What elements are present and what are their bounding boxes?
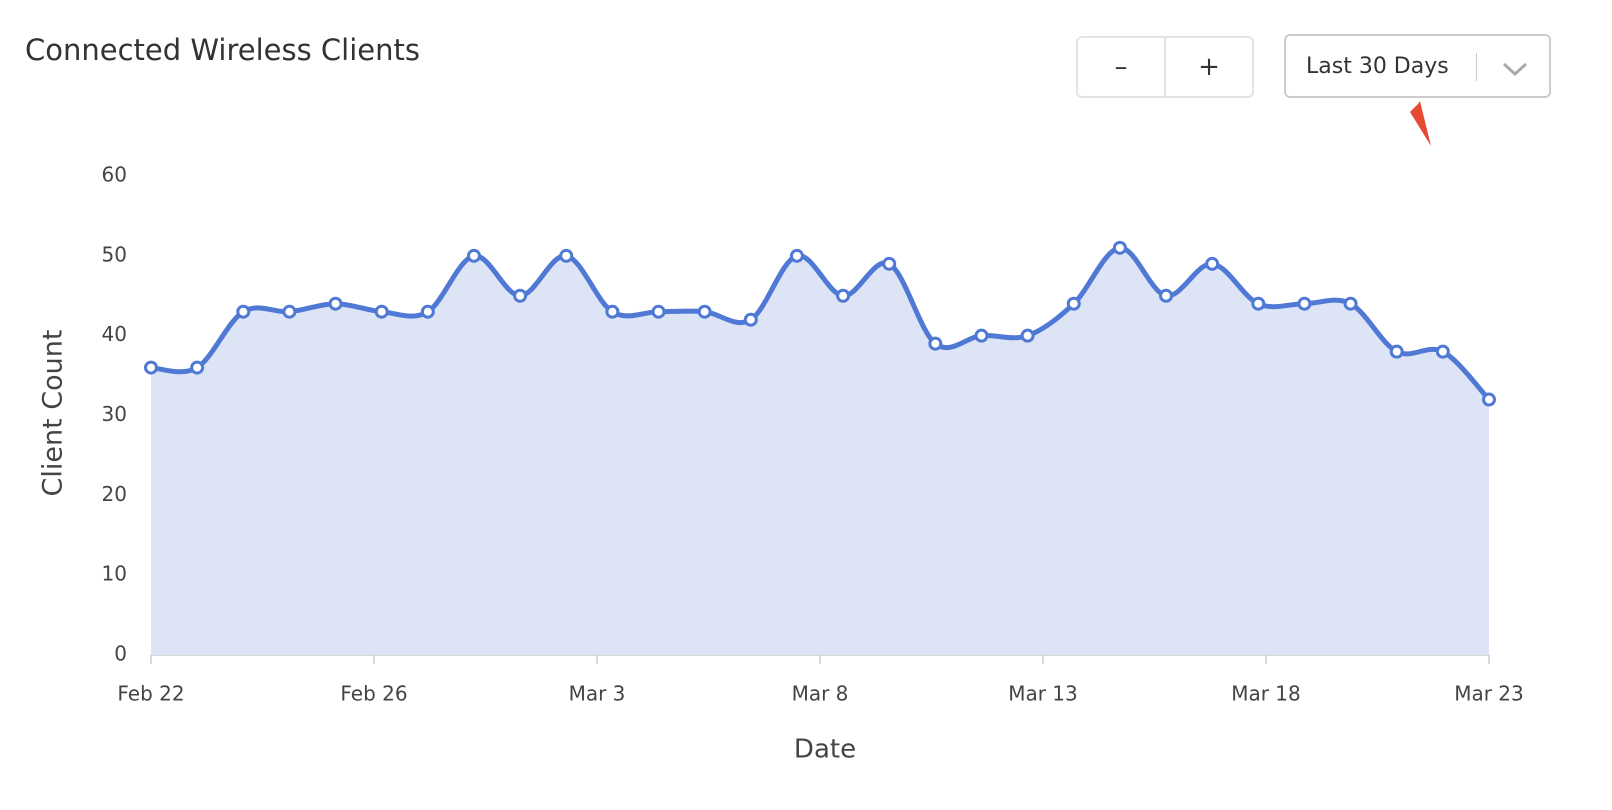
x-tick-label: Mar 13 [1008, 682, 1078, 706]
zoom-in-button[interactable]: + [1164, 36, 1254, 98]
point [1389, 344, 1404, 359]
x-tick-label: Feb 22 [117, 682, 184, 706]
point [605, 304, 620, 319]
point [420, 304, 435, 319]
point [282, 304, 297, 319]
point [1343, 296, 1358, 311]
y-tick-label: 50 [102, 242, 127, 266]
x-tick-label: Feb 26 [340, 682, 407, 706]
point [651, 304, 666, 319]
point [559, 248, 574, 263]
point [190, 360, 205, 375]
range-label: Last 30 Days [1306, 53, 1449, 79]
divider [1476, 53, 1477, 81]
x-axis-label: Date [794, 735, 856, 765]
point [1066, 296, 1081, 311]
x-tick-label: Mar 23 [1454, 682, 1524, 706]
point [1205, 256, 1220, 271]
x-tick-label: Mar 8 [792, 682, 849, 706]
point [1435, 344, 1450, 359]
point [1251, 296, 1266, 311]
point [928, 336, 943, 351]
y-tick-label: 0 [114, 642, 127, 666]
point [144, 360, 158, 375]
point [466, 248, 481, 263]
point [697, 304, 712, 319]
y-tick-label: 20 [102, 482, 127, 506]
point [1297, 296, 1312, 311]
point [374, 304, 389, 319]
point [513, 288, 528, 303]
area [151, 247, 1489, 656]
point [836, 288, 851, 303]
point [882, 256, 897, 271]
y-tick-label: 30 [102, 402, 127, 426]
y-tick-label: 10 [102, 562, 127, 586]
y-axis-label: Client Count [38, 330, 69, 497]
y-tick-label: 60 [102, 163, 127, 187]
chart-title: Connected Wireless Clients [25, 33, 420, 67]
x-tick-label: Mar 18 [1231, 682, 1301, 706]
point [789, 248, 804, 263]
zoom-out-button[interactable]: – [1076, 36, 1166, 98]
point [743, 312, 758, 327]
range-dropdown[interactable]: Last 30 Days [1284, 34, 1551, 98]
point [1482, 392, 1496, 407]
point [1112, 240, 1127, 255]
point [236, 304, 251, 319]
x-tick-label: Mar 3 [569, 682, 626, 706]
point [1159, 288, 1174, 303]
y-tick-label: 40 [102, 322, 127, 346]
chevron [1502, 62, 1528, 77]
point [974, 328, 989, 343]
point [328, 296, 343, 311]
pointer-arrow [1410, 101, 1431, 146]
point [1020, 328, 1035, 343]
